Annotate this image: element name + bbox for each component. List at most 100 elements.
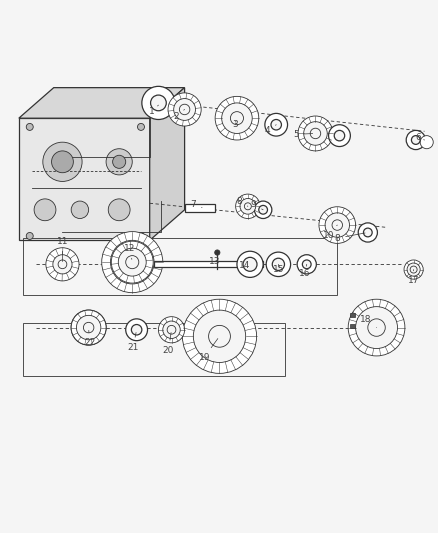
Circle shape xyxy=(264,114,287,136)
Circle shape xyxy=(310,128,320,139)
Circle shape xyxy=(405,131,424,150)
Circle shape xyxy=(150,95,166,111)
Polygon shape xyxy=(149,87,184,240)
Circle shape xyxy=(347,299,404,356)
Circle shape xyxy=(102,232,162,293)
Text: 16: 16 xyxy=(299,264,310,278)
Circle shape xyxy=(110,240,154,284)
Circle shape xyxy=(125,319,147,341)
Circle shape xyxy=(258,205,267,214)
Circle shape xyxy=(265,252,290,277)
Circle shape xyxy=(230,111,243,125)
Circle shape xyxy=(137,124,144,131)
Text: 3: 3 xyxy=(231,120,237,129)
Circle shape xyxy=(137,232,144,239)
Circle shape xyxy=(162,321,180,338)
Text: 12: 12 xyxy=(124,244,135,260)
Text: 15: 15 xyxy=(272,264,283,274)
Text: 8: 8 xyxy=(334,233,364,243)
Circle shape xyxy=(355,306,396,349)
Bar xyxy=(184,204,215,212)
Circle shape xyxy=(34,199,56,221)
Bar xyxy=(350,313,354,317)
Bar xyxy=(154,261,262,268)
Bar xyxy=(356,328,360,332)
Circle shape xyxy=(83,322,94,333)
Circle shape xyxy=(333,131,344,141)
Circle shape xyxy=(303,122,326,145)
Circle shape xyxy=(111,241,153,283)
Text: 17: 17 xyxy=(407,270,418,285)
Text: 21: 21 xyxy=(127,333,138,352)
Text: 10: 10 xyxy=(322,225,336,240)
Circle shape xyxy=(71,310,106,345)
Circle shape xyxy=(76,316,101,340)
Circle shape xyxy=(158,317,184,343)
Circle shape xyxy=(179,104,189,115)
Bar xyxy=(23,323,284,376)
Circle shape xyxy=(208,325,230,347)
Circle shape xyxy=(118,248,146,276)
Text: 13: 13 xyxy=(208,253,219,266)
Circle shape xyxy=(182,299,256,374)
Circle shape xyxy=(193,310,245,362)
Circle shape xyxy=(237,251,262,277)
Circle shape xyxy=(51,151,73,173)
Bar xyxy=(350,324,354,328)
Circle shape xyxy=(106,149,132,175)
Circle shape xyxy=(125,256,138,269)
Text: 19: 19 xyxy=(198,338,217,362)
Circle shape xyxy=(168,93,201,126)
Text: 20: 20 xyxy=(162,333,174,355)
Circle shape xyxy=(26,232,33,239)
Text: 22: 22 xyxy=(84,330,95,348)
Circle shape xyxy=(26,124,33,131)
Circle shape xyxy=(409,266,416,273)
Text: 11: 11 xyxy=(57,237,68,262)
Text: 5: 5 xyxy=(292,130,312,139)
Circle shape xyxy=(221,103,252,133)
Circle shape xyxy=(297,255,316,274)
Circle shape xyxy=(173,99,195,120)
Text: 9: 9 xyxy=(250,200,262,210)
Circle shape xyxy=(302,260,311,269)
Circle shape xyxy=(214,250,219,255)
Circle shape xyxy=(113,155,125,168)
Circle shape xyxy=(331,220,342,230)
Text: 8: 8 xyxy=(236,197,247,206)
Circle shape xyxy=(297,116,332,151)
Circle shape xyxy=(243,257,256,271)
Circle shape xyxy=(78,317,99,338)
Circle shape xyxy=(71,201,88,219)
Circle shape xyxy=(244,203,251,210)
Circle shape xyxy=(270,119,281,130)
Circle shape xyxy=(53,255,72,274)
Circle shape xyxy=(328,125,350,147)
Bar xyxy=(23,238,336,295)
Circle shape xyxy=(235,194,259,219)
Circle shape xyxy=(254,201,271,219)
Text: 1: 1 xyxy=(148,105,158,116)
Circle shape xyxy=(215,96,258,140)
Bar xyxy=(356,318,360,321)
Circle shape xyxy=(43,142,82,181)
Circle shape xyxy=(46,248,79,281)
Text: 7: 7 xyxy=(190,200,201,208)
Circle shape xyxy=(272,258,284,270)
Text: 6: 6 xyxy=(414,133,424,142)
Circle shape xyxy=(357,223,377,242)
Circle shape xyxy=(131,325,141,335)
Circle shape xyxy=(363,228,371,237)
Text: 4: 4 xyxy=(264,125,276,135)
Text: 18: 18 xyxy=(359,315,376,328)
Text: 14: 14 xyxy=(238,261,250,270)
Circle shape xyxy=(318,207,355,244)
Circle shape xyxy=(367,319,385,336)
Circle shape xyxy=(410,135,419,144)
Circle shape xyxy=(406,263,419,276)
Circle shape xyxy=(123,253,141,271)
Circle shape xyxy=(141,86,175,119)
Circle shape xyxy=(419,135,432,149)
Circle shape xyxy=(324,213,349,237)
Circle shape xyxy=(240,198,255,214)
